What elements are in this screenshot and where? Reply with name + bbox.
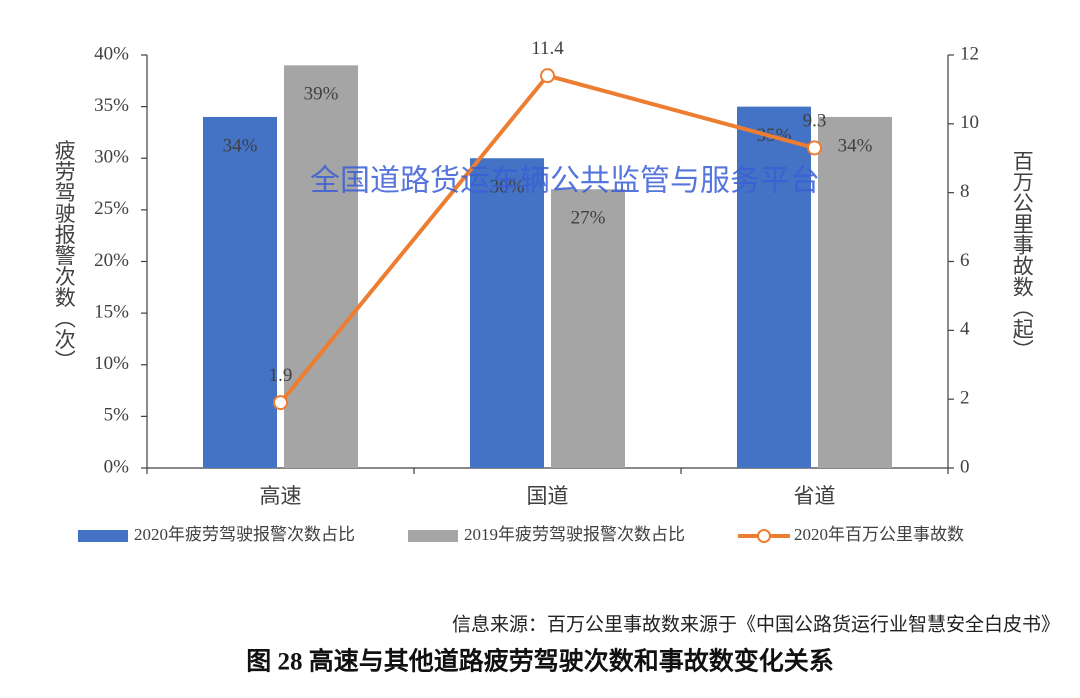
- y-tick-label: 0%: [104, 456, 130, 477]
- bar-value-label: 34%: [838, 135, 873, 156]
- y-tick-label: 30%: [94, 147, 129, 168]
- line: [278, 73, 816, 404]
- y2-tick-label: 2: [960, 388, 970, 409]
- y-tick-label: 20%: [94, 250, 129, 271]
- y2-tick-label: 12: [960, 43, 979, 64]
- y-tick-label: 5%: [104, 405, 130, 426]
- bar-value-label: 34%: [223, 135, 258, 156]
- bar: [551, 189, 625, 468]
- bar: [737, 106, 811, 468]
- bar: [818, 116, 892, 468]
- legend-swatch: [78, 530, 128, 542]
- line-value-label: 1.9: [269, 365, 293, 386]
- y2-tick-label: 10: [960, 112, 979, 133]
- line-value-label: 11.4: [531, 38, 564, 59]
- line-marker: [540, 68, 555, 84]
- legend-label: 2020年百万公里事故数: [794, 525, 964, 544]
- bar: [284, 65, 358, 468]
- bar-value-label: 30%: [490, 177, 525, 198]
- line-value-label: 9.3: [803, 110, 827, 131]
- bar-value-label: 27%: [571, 208, 606, 229]
- y-tick-label: 25%: [94, 198, 129, 219]
- x-tick-label: 高速: [260, 484, 302, 508]
- y-tick-label: 10%: [94, 353, 129, 374]
- y-tick-label: 15%: [94, 301, 129, 322]
- y2-tick-label: 6: [960, 250, 970, 271]
- chart-title: 图 28 高速与其他道路疲劳驾驶次数和事故数变化关系: [246, 647, 834, 676]
- y2-tick-label: 0: [960, 456, 970, 477]
- x-tick-label: 国道: [527, 484, 569, 508]
- line-marker: [273, 395, 288, 411]
- bar: [470, 158, 544, 468]
- bar-value-label: 39%: [304, 84, 339, 105]
- watermark: 全国道路货运车辆公共监管与服务平台: [310, 164, 820, 199]
- legend-swatch: [408, 530, 458, 542]
- y-axis-title: 疲劳驾驶报警次数（次）: [52, 140, 76, 371]
- y-tick-label: 35%: [94, 95, 129, 116]
- line-marker: [807, 140, 822, 156]
- bar: [203, 116, 277, 468]
- y2-tick-label: 8: [960, 181, 970, 202]
- legend-swatch-marker: [757, 529, 771, 543]
- y2-axis-title: 百万公里事故数（起）: [1010, 150, 1034, 360]
- source-note: 信息来源：百万公里事故数来源于《中国公路货运行业智慧安全白皮书》: [452, 613, 1060, 635]
- y-tick-label: 40%: [94, 43, 129, 64]
- legend-label: 2020年疲劳驾驶报警次数占比: [134, 525, 355, 544]
- legend-label: 2019年疲劳驾驶报警次数占比: [464, 525, 685, 544]
- y2-tick-label: 4: [960, 319, 970, 340]
- x-tick-label: 省道: [794, 484, 836, 508]
